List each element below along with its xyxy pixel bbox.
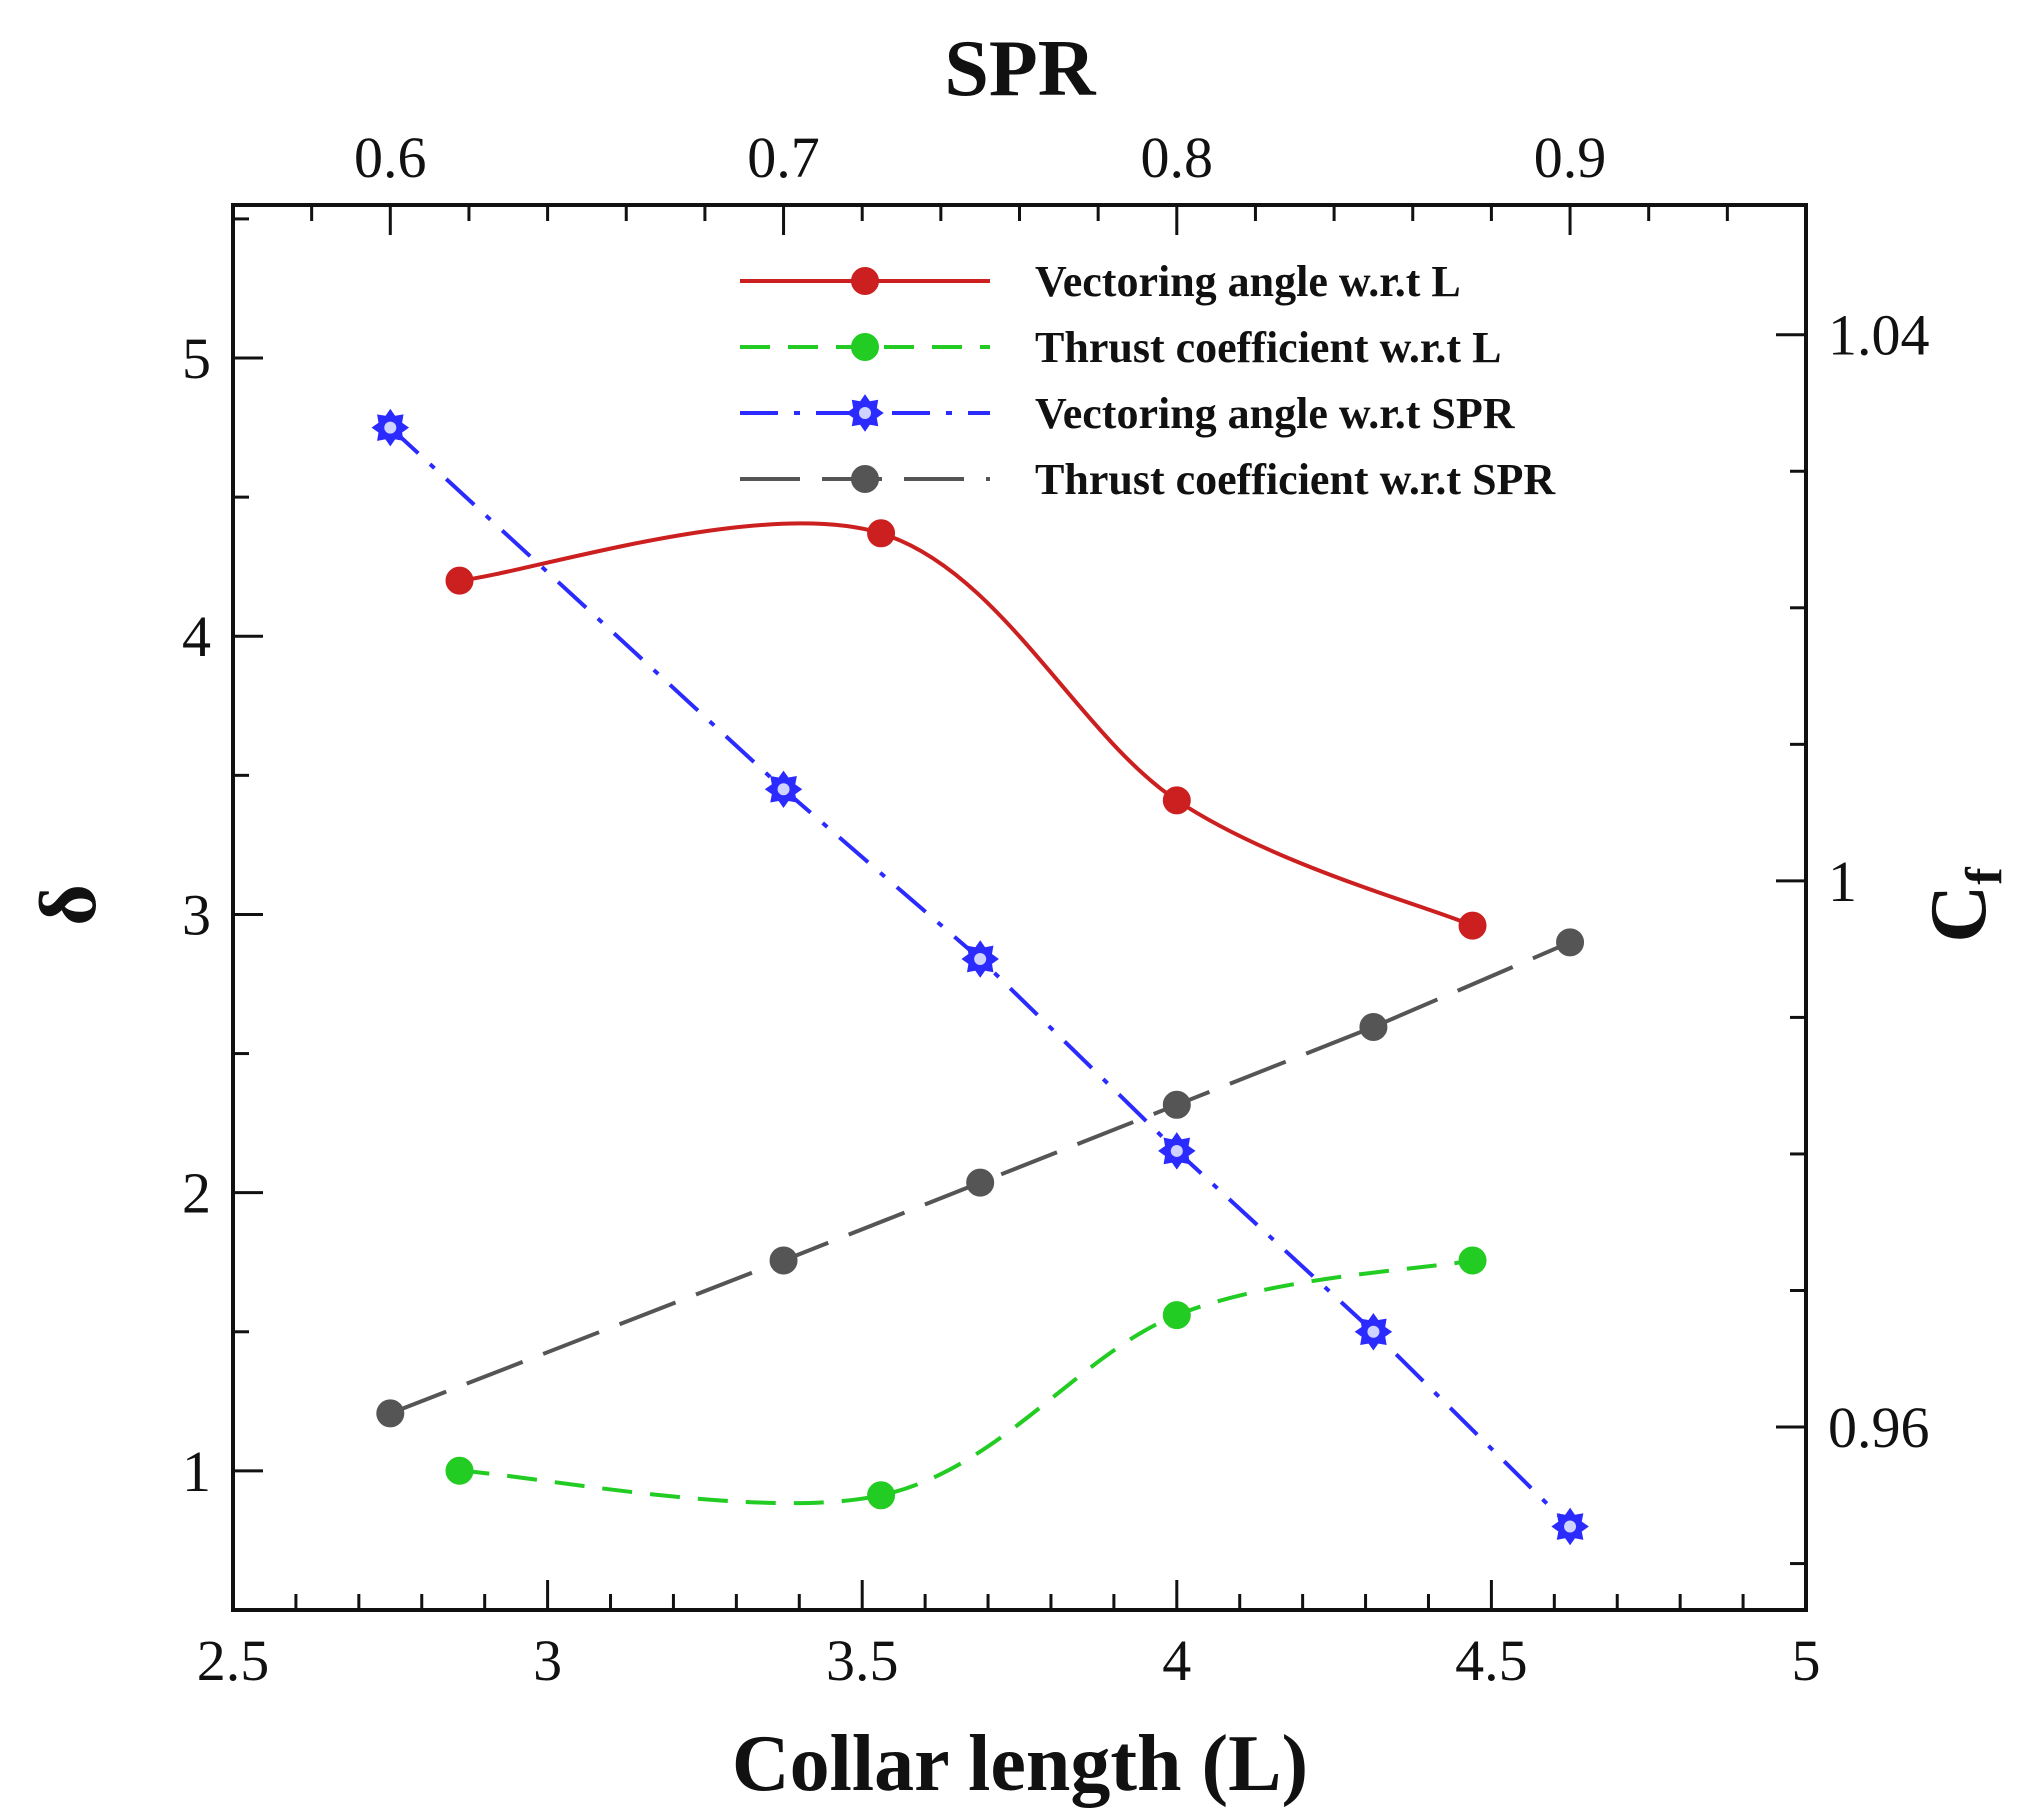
right-axis-title-main: C	[1915, 885, 2003, 943]
top-axis-tick-label: 0.9	[1534, 125, 1607, 190]
legend-label: Thrust coefficient w.r.t SPR	[1035, 455, 1556, 504]
bottom-axis-tick-label: 2.5	[197, 1628, 270, 1693]
series-3-line	[388, 426, 1572, 1528]
right-axis-tick-label: 1.04	[1828, 303, 1930, 368]
series-1	[445, 519, 1487, 940]
legend-marker	[851, 465, 879, 493]
top-axis-tick-label: 0.7	[747, 125, 820, 190]
series-4-point	[1556, 928, 1585, 957]
data-series	[371, 408, 1589, 1546]
series-4-point	[1359, 1012, 1388, 1041]
series-2-point	[445, 1456, 474, 1485]
legend-item: Vectoring angle w.r.t SPR	[740, 389, 1516, 438]
legend-item: Thrust coefficient w.r.t SPR	[740, 455, 1556, 504]
left-axis-tick-label: 2	[182, 1161, 211, 1226]
bottom-axis-tick-label: 4.5	[1455, 1628, 1528, 1693]
right-axis-tick-label: 1	[1828, 849, 1857, 914]
left-axis-title: δ	[25, 884, 113, 926]
axis-ticks	[231, 205, 1808, 1612]
series-3-point-center	[1367, 1325, 1380, 1338]
legend-marker-center	[859, 407, 871, 419]
bottom-axis-tick-label: 3.5	[826, 1628, 899, 1693]
legend-label: Vectoring angle w.r.t SPR	[1035, 389, 1516, 438]
series-3-point-center	[384, 421, 397, 434]
left-axis-tick-label: 4	[182, 604, 211, 669]
series-1-point	[1162, 786, 1191, 815]
series-4-point	[1162, 1090, 1191, 1119]
series-2	[445, 1246, 1487, 1510]
left-axis-tick-label: 5	[182, 326, 211, 391]
series-4-point	[376, 1399, 405, 1428]
bottom-axis-title: Collar length (L)	[732, 1720, 1308, 1808]
top-axis-title: SPR	[944, 25, 1096, 113]
legend: Vectoring angle w.r.t L Thrust coefficien…	[740, 257, 1556, 504]
bottom-axis-tick-label: 4	[1162, 1628, 1191, 1693]
series-2-point	[1162, 1301, 1191, 1330]
left-axis-tick-label: 1	[182, 1439, 211, 1504]
legend-item: Vectoring angle w.r.t L	[740, 257, 1461, 306]
series-3-point-center	[1564, 1520, 1577, 1533]
series-1-point	[1458, 911, 1487, 940]
series-1-line	[459, 521, 1474, 928]
series-3-point-center	[974, 952, 987, 965]
right-axis-title-sub: f	[1956, 867, 2013, 885]
bottom-axis-tick-label: 3	[533, 1628, 562, 1693]
axis-tick-labels: 2.5 3 3.5 4 4.5 5 0.6 0.7 0.8 0.9 1 2 3 4 5 0.96 1 1.04	[182, 125, 1930, 1693]
series-4	[376, 928, 1585, 1428]
series-3-point-center	[777, 783, 790, 796]
bottom-axis-tick-label: 5	[1792, 1628, 1821, 1693]
series-4-point	[769, 1246, 798, 1275]
series-4-point	[966, 1168, 995, 1197]
series-3-point-center	[1170, 1144, 1183, 1157]
right-axis-tick-label: 0.96	[1828, 1395, 1930, 1460]
left-axis-tick-label: 3	[182, 882, 211, 947]
series-2-point	[867, 1481, 896, 1510]
legend-item: Thrust coefficient w.r.t L	[740, 323, 1501, 372]
plot-frame	[231, 203, 1808, 1612]
series-1-point	[445, 566, 474, 595]
series-1-point	[867, 519, 896, 548]
top-axis-tick-label: 0.6	[354, 125, 427, 190]
right-axis-title: Cf	[1915, 867, 2013, 943]
legend-label: Vectoring angle w.r.t L	[1035, 257, 1461, 306]
top-axis-tick-label: 0.8	[1141, 125, 1214, 190]
legend-marker	[851, 267, 879, 295]
legend-marker	[851, 333, 879, 361]
series-2-point	[1458, 1246, 1487, 1275]
legend-label: Thrust coefficient w.r.t L	[1035, 323, 1501, 372]
series-4-line	[389, 940, 1571, 1416]
series-3	[371, 408, 1589, 1546]
series-2-line	[459, 1258, 1473, 1506]
